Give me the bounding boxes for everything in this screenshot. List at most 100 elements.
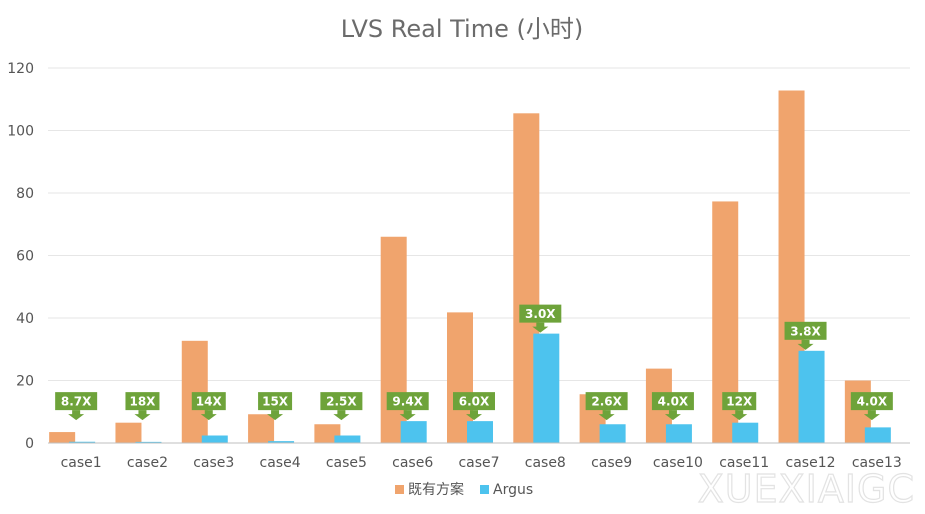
ratio-callout-case12: 3.8X: [784, 321, 827, 350]
y-tick-label: 80: [16, 186, 34, 202]
bar-case4-argus: [268, 441, 295, 443]
legend-swatch: [395, 485, 404, 494]
ratio-box: [55, 392, 98, 411]
x-axis: case1 case2 case3 case4 case5 case6 case7 case8…: [48, 442, 910, 471]
ratio-arrow: [532, 322, 549, 333]
ratio-label: 14X: [196, 395, 223, 409]
bar-case3-existing: [181, 340, 208, 443]
x-tick-label: case12: [786, 455, 836, 471]
ratio-arrow: [134, 410, 151, 421]
ratio-box: [125, 392, 160, 411]
x-tick-label: case11: [719, 455, 769, 471]
x-tick-label: case7: [458, 455, 499, 471]
ratio-box: [191, 392, 226, 411]
x-tick-label: case4: [260, 455, 301, 471]
ratio-arrow: [598, 410, 615, 421]
ratio-label: 8.7X: [61, 395, 92, 409]
x-tick-label: case13: [852, 455, 902, 471]
y-axis: 0 20 40 60 80 100 120: [7, 61, 34, 452]
ratio-label: 12X: [726, 395, 753, 409]
ratio-arrow: [399, 410, 416, 421]
ratio-arrow: [664, 410, 681, 421]
ratio-callout-case3: 14X: [191, 392, 226, 421]
ratio-callout-case9: 2.6X: [585, 392, 628, 421]
ratio-callout-case6: 9.4X: [386, 392, 429, 421]
ratio-arrow: [863, 410, 880, 421]
ratio-box: [453, 392, 495, 411]
x-tick-label: case2: [127, 455, 168, 471]
x-tick-label: case8: [525, 455, 566, 471]
bar-case11-argus: [732, 422, 759, 443]
ratio-box: [850, 392, 893, 411]
ratio-callout-case10: 4.0X: [651, 392, 694, 421]
bar-case7-argus: [467, 421, 493, 443]
ratio-labels: 8.7X 18X 14X 15X 2.5X 9.4X 6.0X 3.0X 2.6X 4.0X 12X…: [55, 304, 893, 421]
ratio-box: [585, 392, 628, 411]
bar-case9-argus: [599, 424, 626, 443]
x-tick-label: case10: [653, 455, 703, 471]
x-tick-label: case5: [326, 455, 367, 471]
ratio-arrow: [466, 410, 482, 421]
bar-case1-existing: [49, 432, 76, 443]
chart-title: LVS Real Time (小时): [341, 15, 583, 43]
ratio-callout-case4: 15X: [258, 392, 293, 421]
legend-label: 既有方案: [408, 481, 464, 498]
ratio-label: 3.8X: [790, 324, 821, 338]
ratio-label: 4.0X: [857, 395, 888, 409]
ratio-label: 4.0X: [658, 395, 689, 409]
legend-label: Argus: [493, 482, 533, 498]
bar-case3-argus: [201, 435, 228, 443]
ratio-box: [651, 392, 694, 411]
ratio-label: 9.4X: [392, 395, 423, 409]
y-tick-label: 20: [16, 374, 34, 390]
ratio-callout-case13: 4.0X: [850, 392, 893, 421]
ratio-callout-case2: 18X: [125, 392, 160, 421]
ratio-callout-case11: 12X: [722, 392, 757, 421]
bar-case6-argus: [400, 421, 427, 443]
y-tick-label: 0: [25, 436, 34, 452]
bar-case12-argus: [798, 350, 825, 443]
ratio-box: [722, 392, 757, 411]
y-tick-label: 120: [7, 61, 34, 77]
ratio-label: 15X: [262, 395, 289, 409]
y-tick-label: 40: [16, 311, 34, 327]
y-tick-label: 60: [16, 249, 34, 265]
bars: [49, 90, 891, 443]
bar-case5-argus: [334, 435, 361, 443]
ratio-box: [386, 392, 429, 411]
ratio-label: 2.5X: [326, 395, 357, 409]
ratio-box: [784, 321, 827, 340]
ratio-arrow: [267, 410, 284, 421]
ratio-arrow: [68, 410, 85, 421]
ratio-arrow: [797, 339, 814, 350]
bar-case2-argus: [135, 441, 162, 443]
bar-case4-existing: [248, 414, 275, 443]
grid-lines: [48, 67, 910, 381]
bar-case8-argus: [533, 333, 560, 443]
ratio-label: 18X: [129, 395, 156, 409]
ratio-label: 2.6X: [591, 395, 622, 409]
x-tick-label: case3: [193, 455, 234, 471]
legend: 既有方案 Argus: [395, 481, 533, 498]
ratio-arrow: [333, 410, 350, 421]
ratio-box: [258, 392, 293, 411]
ratio-callout-case7: 6.0X: [453, 392, 495, 421]
ratio-arrow: [200, 410, 217, 421]
ratio-arrow: [731, 410, 748, 421]
watermark: XUEXIAIGC: [698, 467, 915, 511]
bar-case13-argus: [864, 427, 891, 443]
bar-case1-argus: [69, 441, 96, 443]
ratio-label: 6.0X: [459, 395, 490, 409]
y-tick-label: 100: [7, 124, 34, 140]
legend-swatch: [480, 485, 489, 494]
bar-case10-argus: [665, 424, 692, 443]
ratio-box: [320, 392, 363, 411]
x-tick-label: case6: [392, 455, 433, 471]
ratio-callout-case1: 8.7X: [55, 392, 98, 421]
ratio-callout-case8: 3.0X: [519, 304, 562, 333]
bar-case5-existing: [314, 424, 341, 443]
bar-case6-existing: [380, 236, 407, 443]
bar-case2-existing: [115, 422, 142, 443]
ratio-callout-case5: 2.5X: [320, 392, 363, 421]
